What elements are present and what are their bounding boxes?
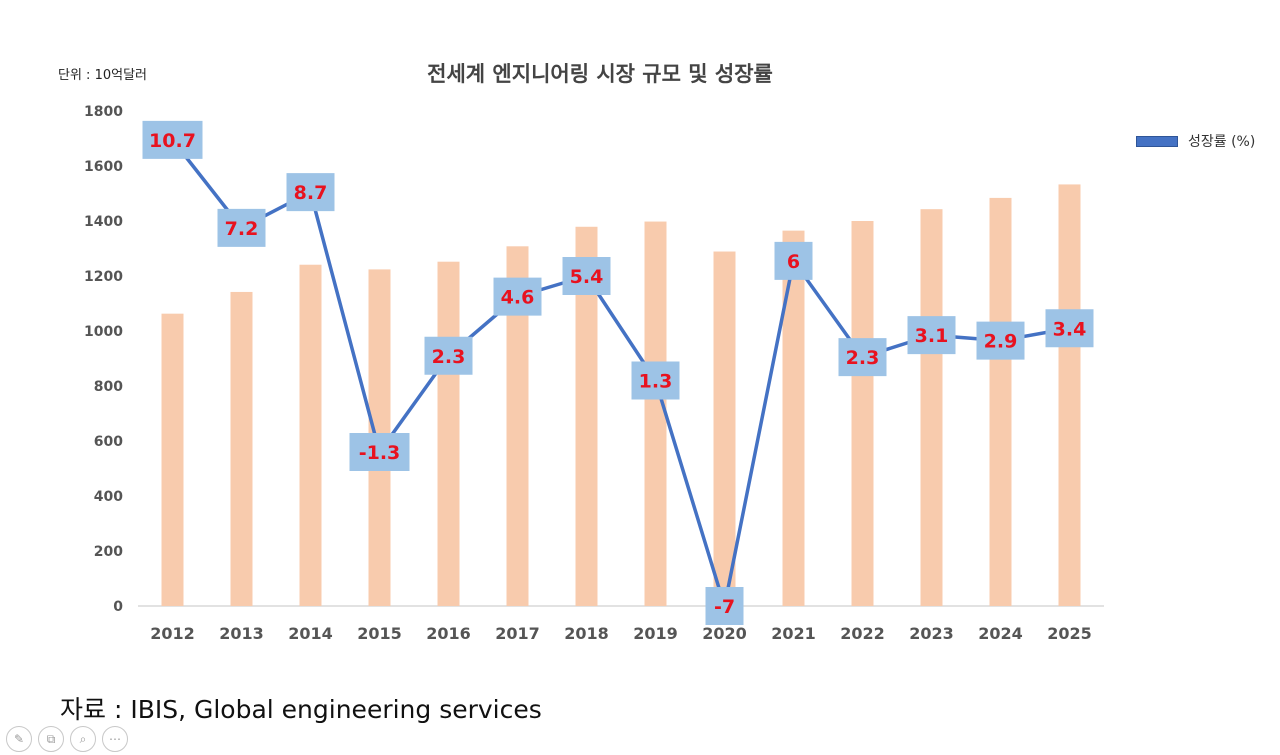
copy-icon[interactable]: ⧉: [38, 726, 64, 752]
data-label-box: [907, 316, 956, 355]
bar-series: [161, 184, 1081, 607]
data-label-text: 2.3: [432, 346, 466, 368]
data-label: 3.1: [907, 316, 956, 355]
data-label: 1.3: [631, 361, 680, 400]
x-tick-label: 2017: [495, 624, 540, 643]
zoom-icon[interactable]: ⌕: [70, 726, 96, 752]
bar: [920, 209, 943, 607]
data-label: 5.4: [562, 257, 611, 295]
data-label-text: 2.9: [984, 331, 1018, 353]
data-label-text: 10.7: [149, 130, 196, 152]
data-label: 6: [774, 241, 813, 280]
data-label-box: [217, 208, 266, 247]
x-tick-label: 2016: [426, 624, 471, 643]
more-icon[interactable]: ⋯: [102, 726, 128, 752]
x-tick-label: 2013: [219, 624, 264, 643]
data-label: 8.7: [286, 173, 335, 212]
bar: [506, 246, 529, 607]
source-caption: 자료 : IBIS, Global engineering services: [60, 695, 542, 724]
data-labels: 10.7 7.2 8.7 -1.3 2.3 4.6 5.4 1.3 -7 6 2.3 3.1 2.9 3.…: [142, 120, 1094, 625]
data-label-box: [286, 173, 335, 212]
data-label-box: [705, 587, 744, 625]
y-tick-label: 200: [94, 544, 123, 560]
data-label-box: [838, 338, 887, 377]
x-tick-label: 2012: [150, 624, 195, 643]
data-label-text: -1.3: [359, 442, 401, 464]
y-tick-label: 400: [94, 489, 123, 505]
bar: [230, 291, 253, 606]
data-label-text: 1.3: [639, 371, 673, 393]
legend: 성장률 (%): [1136, 131, 1255, 151]
y-tick-label: 1200: [84, 269, 123, 285]
chart-plot: 0 200 400 600 800 1000 1200 1400 1600 1800 10.7 7.…: [84, 104, 1104, 643]
legend-swatch: [1136, 135, 1178, 147]
unit-label: 단위 : 10억달러: [58, 68, 147, 83]
data-label-text: 4.6: [501, 287, 535, 309]
data-label-box: [493, 277, 542, 316]
x-tick-label: 2024: [978, 624, 1023, 643]
data-label: 10.7: [142, 120, 203, 159]
data-label: 3.4: [1045, 309, 1094, 348]
x-tick-label: 2019: [633, 624, 678, 643]
data-label-box: [424, 336, 473, 375]
x-tick-label: 2021: [771, 624, 816, 643]
data-label-text: 6: [787, 251, 800, 273]
bar: [575, 226, 598, 606]
data-label-text: 2.3: [846, 347, 880, 369]
x-tick-label: 2015: [357, 624, 402, 643]
data-label-text: 7.2: [225, 218, 259, 240]
data-label: 2.9: [976, 321, 1025, 360]
data-label: 4.6: [493, 277, 542, 316]
data-label-text: 3.4: [1053, 318, 1087, 340]
y-tick-label: 800: [94, 379, 123, 395]
data-label-text: 8.7: [294, 182, 328, 204]
data-label-text: -7: [714, 596, 735, 618]
data-label-text: 3.1: [915, 325, 949, 347]
pen-icon[interactable]: ✎: [6, 726, 32, 752]
x-tick-label: 2020: [702, 624, 747, 643]
y-axis-ticks: 0 200 400 600 800 1000 1200 1400 1600 1800: [84, 104, 123, 615]
data-label: -7: [705, 587, 744, 625]
bar: [989, 197, 1012, 606]
y-tick-label: 600: [94, 434, 123, 450]
x-tick-label: 2022: [840, 624, 885, 643]
bar: [713, 251, 736, 606]
y-tick-label: 1400: [84, 214, 123, 230]
y-tick-label: 1800: [84, 104, 123, 120]
data-label-box: [562, 257, 611, 295]
x-tick-label: 2023: [909, 624, 954, 643]
data-label-box: [976, 321, 1025, 360]
x-axis-ticks: 2012 2013 2014 2015 2016 2017 2018 2019 2020 2021…: [150, 624, 1092, 643]
data-label-text: 5.4: [570, 266, 604, 288]
y-tick-label: 1000: [84, 324, 123, 340]
y-tick-label: 0: [113, 599, 123, 615]
bar: [851, 221, 874, 606]
bar: [437, 261, 460, 606]
x-tick-label: 2018: [564, 624, 609, 643]
chart-title: 전세계 엔지니어링 시장 규모 및 성장률: [427, 62, 773, 86]
y-tick-label: 1600: [84, 159, 123, 175]
bar: [1058, 184, 1081, 607]
bar: [782, 230, 805, 606]
data-label-box: [349, 433, 410, 471]
x-tick-label: 2014: [288, 624, 333, 643]
data-label: 2.3: [838, 338, 887, 377]
bar: [299, 264, 322, 606]
data-label: -1.3: [349, 433, 410, 471]
bar: [644, 221, 667, 607]
data-label-box: [142, 120, 203, 159]
data-label: 7.2: [217, 208, 266, 247]
slide-toolbar: ✎ ⧉ ⌕ ⋯: [6, 726, 128, 752]
legend-label: 성장률 (%): [1188, 134, 1256, 150]
bar: [161, 313, 184, 606]
data-label: 2.3: [424, 336, 473, 375]
x-tick-label: 2025: [1047, 624, 1092, 643]
data-label-box: [631, 361, 680, 400]
data-label-box: [774, 241, 813, 280]
data-label-box: [1045, 309, 1094, 348]
